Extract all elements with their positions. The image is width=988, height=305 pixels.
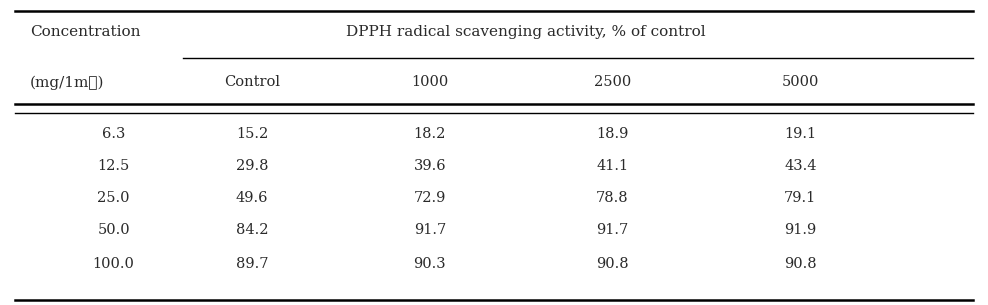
Text: 84.2: 84.2 [236, 223, 268, 237]
Text: 18.2: 18.2 [414, 127, 446, 141]
Text: 78.8: 78.8 [596, 191, 629, 205]
Text: 6.3: 6.3 [102, 127, 125, 141]
Text: Control: Control [224, 75, 280, 89]
Text: 5000: 5000 [782, 75, 819, 89]
Text: 1000: 1000 [411, 75, 449, 89]
Text: 50.0: 50.0 [97, 223, 130, 237]
Text: 43.4: 43.4 [784, 159, 816, 173]
Text: 19.1: 19.1 [784, 127, 816, 141]
Text: 90.8: 90.8 [783, 257, 817, 271]
Text: 12.5: 12.5 [98, 159, 129, 173]
Text: 72.9: 72.9 [414, 191, 446, 205]
Text: 41.1: 41.1 [597, 159, 628, 173]
Text: 39.6: 39.6 [413, 159, 447, 173]
Text: 90.8: 90.8 [596, 257, 629, 271]
Text: 79.1: 79.1 [784, 191, 816, 205]
Text: 2500: 2500 [594, 75, 631, 89]
Text: 91.7: 91.7 [597, 223, 628, 237]
Text: 49.6: 49.6 [236, 191, 268, 205]
Text: 29.8: 29.8 [236, 159, 268, 173]
Text: 91.7: 91.7 [414, 223, 446, 237]
Text: 15.2: 15.2 [236, 127, 268, 141]
Text: DPPH radical scavenging activity, % of control: DPPH radical scavenging activity, % of c… [347, 25, 705, 39]
Text: Concentration: Concentration [30, 25, 140, 39]
Text: (mg/1mℓ): (mg/1mℓ) [30, 75, 104, 90]
Text: 25.0: 25.0 [98, 191, 129, 205]
Text: 100.0: 100.0 [93, 257, 134, 271]
Text: 91.9: 91.9 [784, 223, 816, 237]
Text: 90.3: 90.3 [413, 257, 447, 271]
Text: 18.9: 18.9 [597, 127, 628, 141]
Text: 89.7: 89.7 [236, 257, 268, 271]
